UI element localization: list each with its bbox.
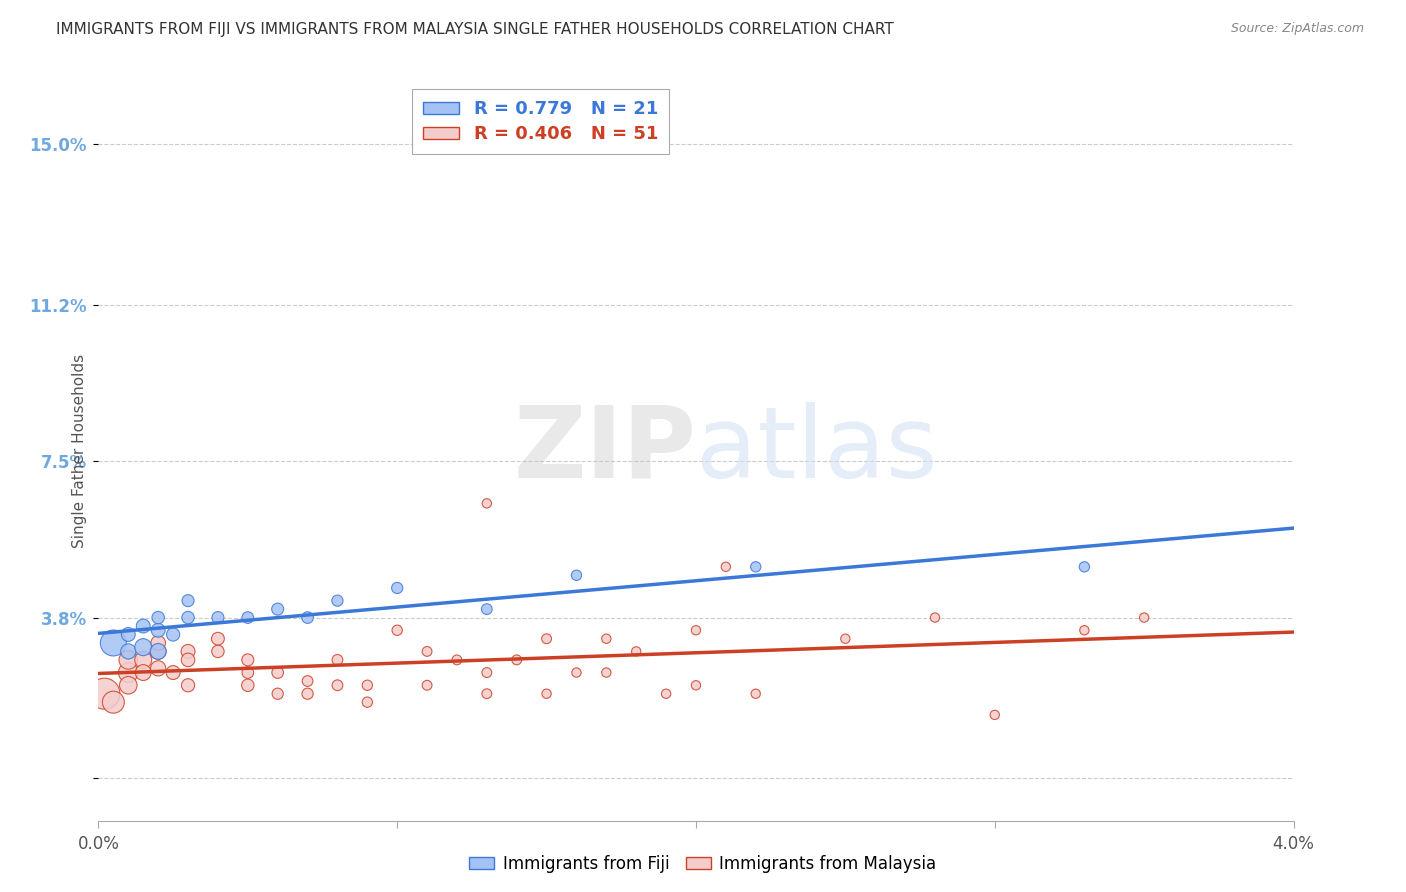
Point bbox=[177, 644, 200, 658]
Point bbox=[103, 695, 125, 709]
Point bbox=[446, 653, 468, 667]
Point bbox=[132, 665, 155, 680]
Point bbox=[1073, 559, 1095, 574]
Point bbox=[475, 496, 498, 510]
Point bbox=[117, 653, 139, 667]
Point bbox=[745, 687, 768, 701]
Point bbox=[356, 678, 378, 692]
Point bbox=[177, 678, 200, 692]
Point bbox=[297, 673, 319, 688]
Point bbox=[177, 653, 200, 667]
Point bbox=[236, 678, 259, 692]
Point bbox=[148, 661, 170, 675]
Point bbox=[132, 640, 155, 655]
Text: IMMIGRANTS FROM FIJI VS IMMIGRANTS FROM MALAYSIA SINGLE FATHER HOUSEHOLDS CORREL: IMMIGRANTS FROM FIJI VS IMMIGRANTS FROM … bbox=[56, 22, 894, 37]
Point bbox=[924, 610, 946, 624]
Point bbox=[117, 665, 139, 680]
Point bbox=[834, 632, 856, 646]
Point bbox=[385, 624, 409, 638]
Point bbox=[177, 610, 200, 624]
Point bbox=[117, 644, 139, 658]
Point bbox=[326, 678, 349, 692]
Point bbox=[207, 644, 229, 658]
Point bbox=[267, 665, 290, 680]
Point bbox=[326, 593, 349, 607]
Point bbox=[475, 687, 498, 701]
Point bbox=[745, 559, 768, 574]
Point bbox=[93, 687, 115, 701]
Point bbox=[326, 653, 349, 667]
Point bbox=[416, 644, 439, 658]
Point bbox=[685, 624, 707, 638]
Point bbox=[148, 610, 170, 624]
Point bbox=[148, 644, 170, 658]
Point bbox=[117, 678, 139, 692]
Point bbox=[117, 627, 139, 641]
Point bbox=[162, 627, 184, 641]
Point bbox=[1073, 624, 1095, 638]
Legend: R = 0.779   N = 21, R = 0.406   N = 51: R = 0.779 N = 21, R = 0.406 N = 51 bbox=[412, 89, 669, 154]
Point bbox=[267, 602, 290, 616]
Point bbox=[132, 619, 155, 633]
Point bbox=[236, 665, 259, 680]
Point bbox=[1133, 610, 1156, 624]
Point bbox=[416, 678, 439, 692]
Point bbox=[297, 687, 319, 701]
Point bbox=[714, 559, 737, 574]
Point bbox=[595, 632, 617, 646]
Point bbox=[655, 687, 678, 701]
Point bbox=[132, 653, 155, 667]
Point bbox=[148, 644, 170, 658]
Point bbox=[207, 610, 229, 624]
Point bbox=[162, 665, 184, 680]
Point bbox=[207, 632, 229, 646]
Point bbox=[475, 602, 498, 616]
Point bbox=[236, 653, 259, 667]
Point bbox=[536, 687, 558, 701]
Legend: Immigrants from Fiji, Immigrants from Malaysia: Immigrants from Fiji, Immigrants from Ma… bbox=[463, 848, 943, 880]
Point bbox=[177, 593, 200, 607]
Text: ZIP: ZIP bbox=[513, 402, 696, 499]
Point bbox=[356, 695, 378, 709]
Point bbox=[565, 568, 588, 582]
Point bbox=[595, 665, 617, 680]
Point bbox=[148, 624, 170, 638]
Point bbox=[236, 610, 259, 624]
Point bbox=[626, 644, 648, 658]
Point bbox=[267, 687, 290, 701]
Point bbox=[103, 636, 125, 650]
Point bbox=[475, 665, 498, 680]
Point bbox=[536, 632, 558, 646]
Point bbox=[565, 665, 588, 680]
Text: Source: ZipAtlas.com: Source: ZipAtlas.com bbox=[1230, 22, 1364, 36]
Y-axis label: Single Father Households: Single Father Households bbox=[72, 353, 87, 548]
Point bbox=[685, 678, 707, 692]
Point bbox=[385, 581, 409, 595]
Point bbox=[984, 707, 1007, 722]
Point bbox=[506, 653, 529, 667]
Point bbox=[297, 610, 319, 624]
Point bbox=[148, 636, 170, 650]
Text: atlas: atlas bbox=[696, 402, 938, 499]
